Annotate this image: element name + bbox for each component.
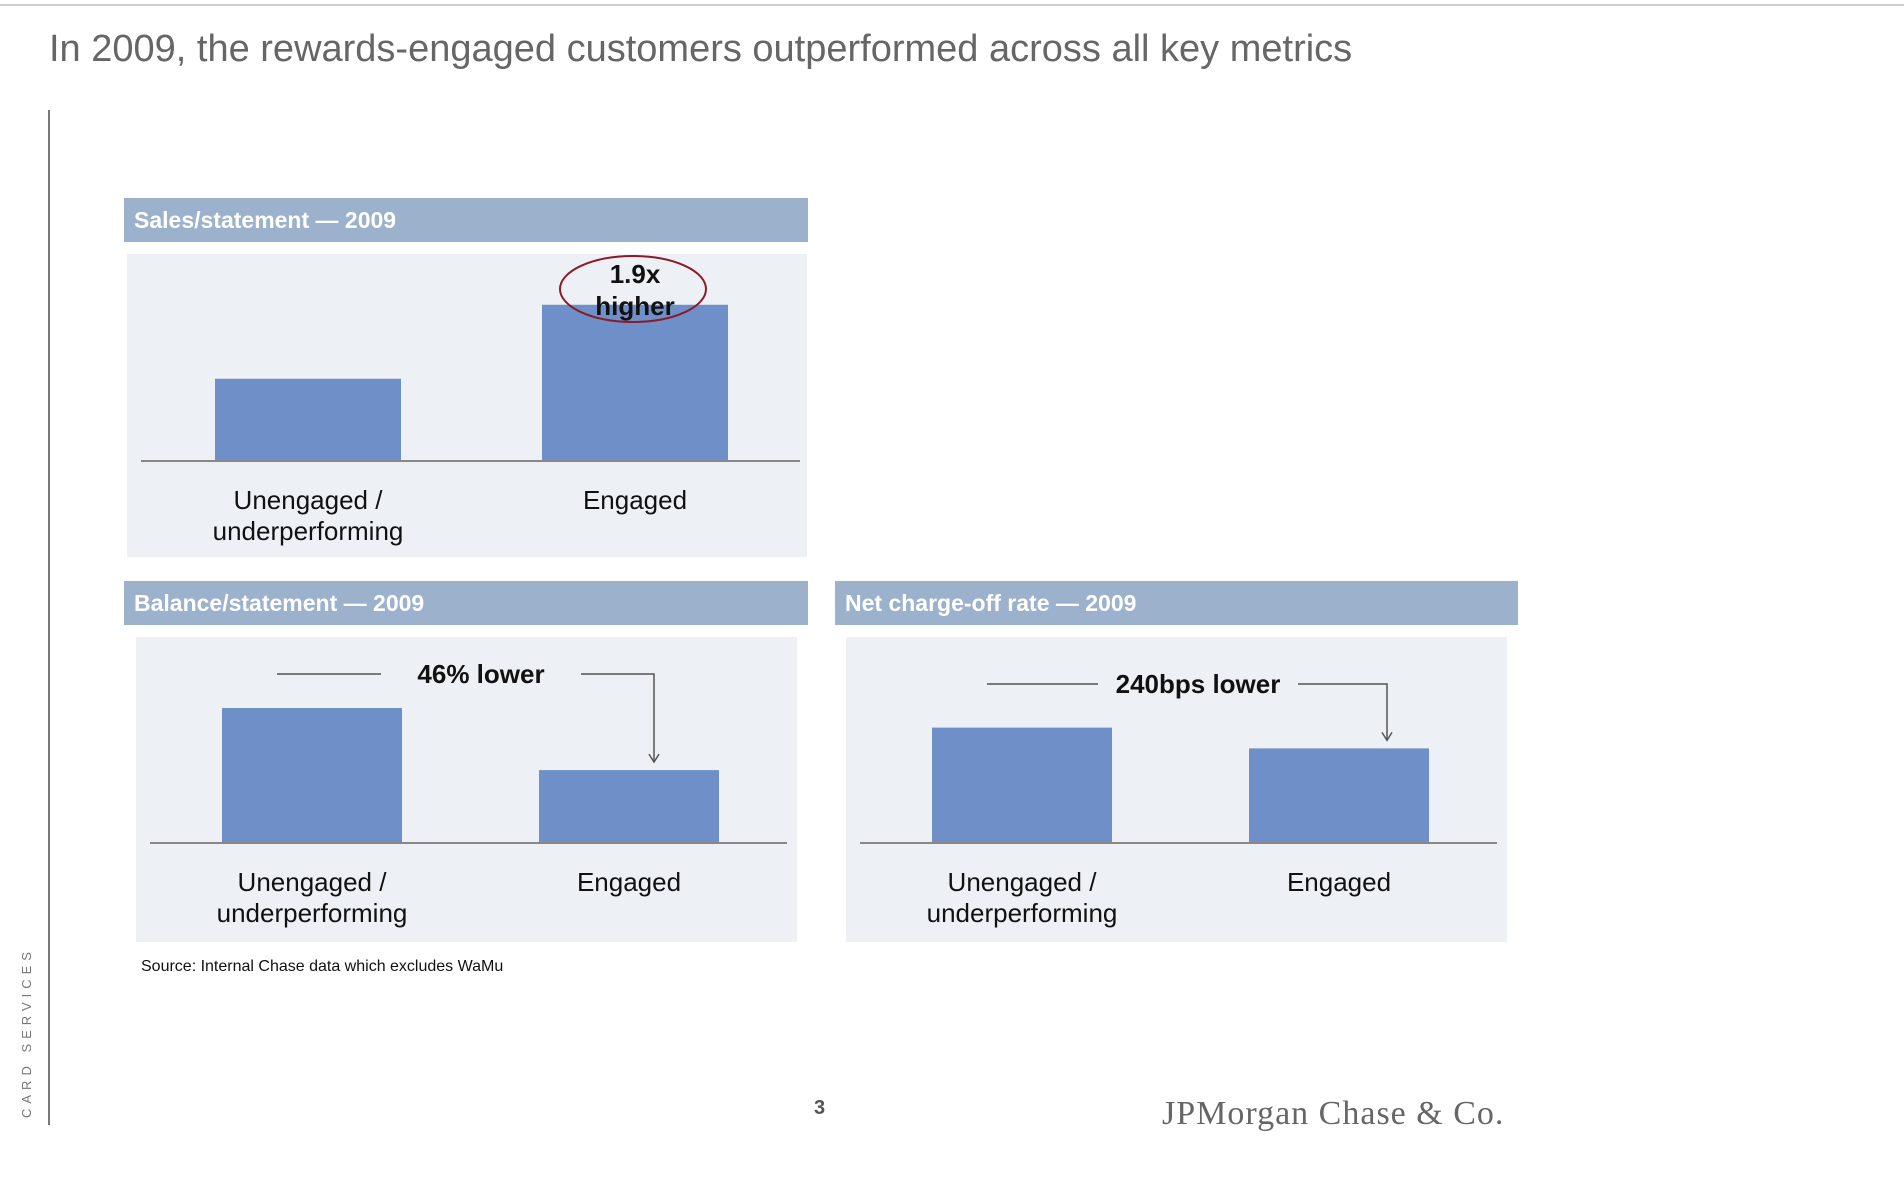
- category-label: Engaged: [583, 485, 687, 515]
- category-label-line: Engaged: [583, 485, 687, 515]
- nco-chart: Unengaged / underperforming Engaged 240bps …: [860, 669, 1497, 928]
- bar-unengaged: [215, 378, 401, 461]
- source-note: Source: Internal Chase data which exclud…: [141, 958, 504, 975]
- annotation-label: 46% lower: [417, 659, 544, 689]
- category-label: Unengaged / underperforming: [213, 485, 404, 546]
- bar-unengaged: [932, 727, 1112, 843]
- annotation-arrow: [581, 673, 655, 763]
- panel-header-balance: Balance/statement — 2009: [124, 581, 808, 625]
- category-label: Engaged: [1287, 867, 1391, 897]
- annotation-arrow: [1298, 683, 1388, 741]
- side-label: CARD SERVICES: [19, 947, 34, 1118]
- category-label-line: Engaged: [577, 867, 681, 897]
- category-label-line: underperforming: [217, 898, 408, 928]
- category-label-line: underperforming: [213, 516, 404, 546]
- side-rule: [48, 110, 50, 1125]
- bar-unengaged: [222, 708, 402, 843]
- category-label-line: Unengaged /: [234, 485, 384, 515]
- bar-engaged: [542, 304, 728, 461]
- arrow-head: [648, 753, 660, 764]
- category-label-line: underperforming: [927, 898, 1118, 928]
- category-label-line: Unengaged /: [238, 867, 388, 897]
- panel-header-sales: Sales/statement — 2009: [124, 198, 808, 242]
- annotation-line: higher: [595, 291, 674, 321]
- annotation-label: 240bps lower: [1116, 669, 1281, 699]
- category-label: Engaged: [577, 867, 681, 897]
- company-logo: JPMorgan Chase & Co.: [1162, 1095, 1505, 1132]
- top-rule: [0, 4, 1904, 6]
- panel-header-nco: Net charge-off rate — 2009: [835, 581, 1518, 625]
- balance-chart: Unengaged / underperforming Engaged 46% low…: [150, 659, 787, 928]
- annotation-label: 1.9x higher: [595, 259, 674, 321]
- page-number: 3: [814, 1097, 826, 1119]
- category-label: Unengaged / underperforming: [927, 867, 1118, 928]
- category-label: Unengaged / underperforming: [217, 867, 408, 928]
- bar-engaged: [1249, 748, 1429, 843]
- panel-body-sales: Unengaged / underperforming Engaged 1.9x hig…: [127, 254, 807, 557]
- category-label-line: Engaged: [1287, 867, 1391, 897]
- slide-title: In 2009, the rewards-engaged customers o…: [49, 28, 1353, 70]
- annotation-line: 1.9x: [610, 259, 661, 289]
- sales-chart: Unengaged / underperforming Engaged 1.9x hig…: [141, 255, 800, 546]
- bar-engaged: [539, 770, 719, 843]
- panel-body-balance: Unengaged / underperforming Engaged 46% low…: [136, 637, 797, 942]
- panel-body-nco: Unengaged / underperforming Engaged 240bps …: [846, 637, 1507, 942]
- category-label-line: Unengaged /: [948, 867, 1098, 897]
- arrow-head: [1381, 731, 1393, 742]
- highlight-circle: [559, 255, 707, 323]
